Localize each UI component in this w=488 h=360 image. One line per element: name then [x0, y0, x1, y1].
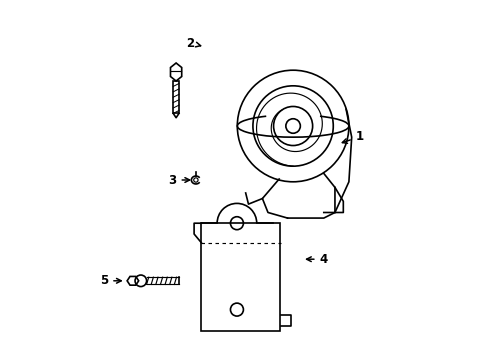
- Bar: [173, 81, 179, 113]
- Text: 2: 2: [186, 37, 201, 50]
- Text: 3: 3: [168, 174, 189, 186]
- Bar: [201, 223, 280, 331]
- Text: 5: 5: [100, 274, 121, 287]
- Text: 1: 1: [342, 130, 363, 143]
- Text: 4: 4: [306, 253, 327, 266]
